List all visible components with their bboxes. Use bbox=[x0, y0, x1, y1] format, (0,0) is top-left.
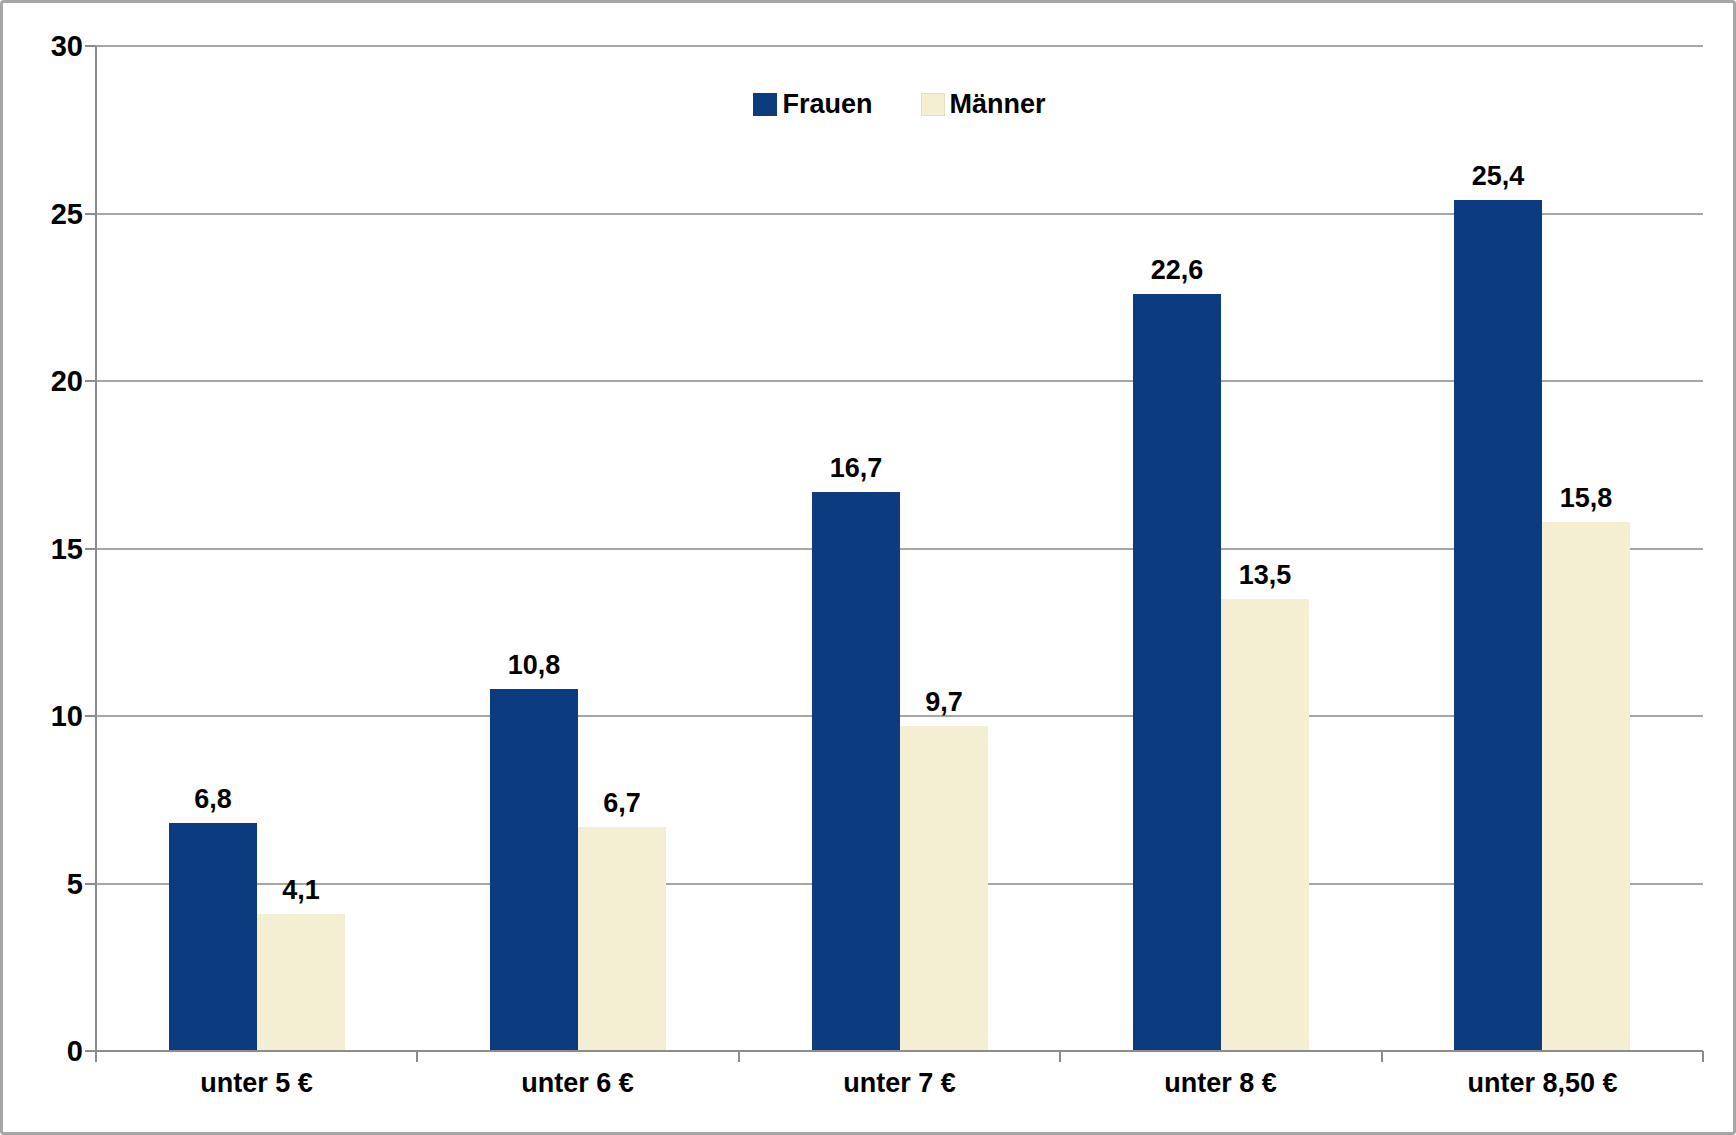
frauen-legend-swatch-icon bbox=[753, 93, 777, 116]
legend-item-maenner: Männer bbox=[921, 89, 1046, 119]
y-axis-tick-label: 30 bbox=[23, 30, 83, 62]
bar-value-label: 15,8 bbox=[1512, 482, 1660, 514]
bar-frauen-4 bbox=[1454, 200, 1542, 1051]
bar-value-label: 25,4 bbox=[1424, 160, 1572, 192]
bar-value-label: 4,1 bbox=[227, 874, 375, 906]
bar-value-label: 10,8 bbox=[460, 649, 608, 681]
bar-value-label: 13,5 bbox=[1191, 559, 1339, 591]
x-axis-tick bbox=[416, 1051, 418, 1062]
bar-value-label: 6,7 bbox=[548, 787, 696, 819]
bar-value-label: 6,8 bbox=[139, 783, 287, 815]
y-axis-tick-label: 0 bbox=[23, 1035, 83, 1067]
chart-legend: Frauen Männer bbox=[96, 89, 1703, 119]
bar-männer-0 bbox=[257, 914, 345, 1051]
x-axis-tick bbox=[1381, 1051, 1383, 1062]
bar-frauen-1 bbox=[490, 689, 578, 1051]
bar-frauen-2 bbox=[812, 492, 900, 1051]
bar-value-label: 22,6 bbox=[1103, 254, 1251, 286]
bar-chart: Frauen Männer 0 5 10 15 20 25 30 6,8 4,1 unter 5 … bbox=[0, 0, 1736, 1135]
x-axis-tick bbox=[738, 1051, 740, 1062]
y-axis-tick-label: 20 bbox=[23, 365, 83, 397]
x-category-label: unter 6 € bbox=[417, 1067, 738, 1099]
x-category-label: unter 8,50 € bbox=[1382, 1067, 1703, 1099]
y-axis-tick-label: 15 bbox=[23, 533, 83, 565]
gridline bbox=[96, 45, 1703, 47]
y-axis-line bbox=[95, 46, 97, 1062]
x-category-label: unter 5 € bbox=[96, 1067, 417, 1099]
legend-label-frauen: Frauen bbox=[782, 89, 872, 119]
x-axis-line bbox=[95, 1050, 1703, 1052]
legend-label-maenner: Männer bbox=[950, 89, 1046, 119]
x-axis-tick bbox=[1702, 1051, 1704, 1062]
bar-männer-2 bbox=[900, 726, 988, 1051]
bar-value-label: 9,7 bbox=[870, 686, 1018, 718]
x-category-label: unter 7 € bbox=[739, 1067, 1060, 1099]
bar-frauen-3 bbox=[1133, 294, 1221, 1051]
y-axis-tick-label: 25 bbox=[23, 198, 83, 230]
maenner-legend-swatch-icon bbox=[921, 93, 945, 116]
bar-männer-4 bbox=[1542, 522, 1630, 1051]
bar-männer-1 bbox=[578, 827, 666, 1051]
y-axis-tick-label: 5 bbox=[23, 868, 83, 900]
x-category-label: unter 8 € bbox=[1060, 1067, 1381, 1099]
x-axis-tick bbox=[1059, 1051, 1061, 1062]
bar-value-label: 16,7 bbox=[782, 452, 930, 484]
bar-männer-3 bbox=[1221, 599, 1309, 1051]
y-axis-tick-label: 10 bbox=[23, 700, 83, 732]
bar-frauen-0 bbox=[169, 823, 257, 1051]
legend-item-frauen: Frauen bbox=[753, 89, 872, 119]
